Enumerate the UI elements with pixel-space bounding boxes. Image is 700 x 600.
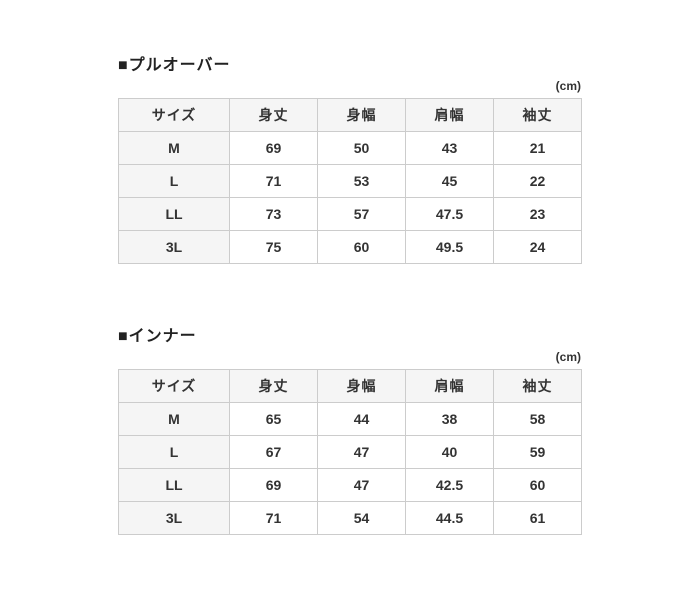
value-cell: 44.5: [405, 501, 494, 535]
value-cell: 22: [493, 164, 582, 198]
inner-unit-label: (cm): [555, 350, 581, 364]
value-cell: 45: [405, 164, 494, 198]
value-cell: 42.5: [405, 468, 494, 502]
table-row: LL 69 47 42.5 60: [118, 468, 582, 502]
value-cell: 47.5: [405, 197, 494, 231]
value-cell: 69: [229, 468, 318, 502]
value-cell: 65: [229, 402, 318, 436]
size-cell: LL: [118, 468, 230, 502]
size-cell: L: [118, 164, 230, 198]
value-cell: 75: [229, 230, 318, 264]
value-cell: 59: [493, 435, 582, 469]
value-cell: 54: [317, 501, 406, 535]
table-row: LL 73 57 47.5 23: [118, 197, 582, 231]
column-header-size: サイズ: [118, 369, 230, 403]
value-cell: 47: [317, 435, 406, 469]
value-cell: 40: [405, 435, 494, 469]
column-header-body-length: 身丈: [229, 98, 318, 132]
size-cell: LL: [118, 197, 230, 231]
table-row: M 65 44 38 58: [118, 402, 582, 436]
pullover-size-section: ■プルオーバー (cm) サイズ 身丈 身幅 肩幅 袖丈 M 69 50: [118, 56, 582, 264]
column-header-body-length: 身丈: [229, 369, 318, 403]
header-row: サイズ 身丈 身幅 肩幅 袖丈: [118, 369, 582, 403]
value-cell: 71: [229, 164, 318, 198]
value-cell: 67: [229, 435, 318, 469]
value-cell: 57: [317, 197, 406, 231]
column-header-shoulder-width: 肩幅: [405, 369, 494, 403]
value-cell: 73: [229, 197, 318, 231]
size-cell: M: [118, 131, 230, 165]
pullover-unit-label: (cm): [555, 79, 581, 93]
value-cell: 44: [317, 402, 406, 436]
column-header-body-width: 身幅: [317, 98, 406, 132]
table-row: L 67 47 40 59: [118, 435, 582, 469]
table-row: 3L 75 60 49.5 24: [118, 230, 582, 264]
inner-section-title: ■インナー: [118, 328, 197, 345]
table-row: M 69 50 43 21: [118, 131, 582, 165]
size-cell: L: [118, 435, 230, 469]
value-cell: 21: [493, 131, 582, 165]
column-header-size: サイズ: [118, 98, 230, 132]
value-cell: 69: [229, 131, 318, 165]
header-row: サイズ 身丈 身幅 肩幅 袖丈: [118, 98, 582, 132]
size-cell: 3L: [118, 501, 230, 535]
column-header-shoulder-width: 肩幅: [405, 98, 494, 132]
pullover-size-table: サイズ 身丈 身幅 肩幅 袖丈 M 69 50 43 21 L 71: [118, 98, 582, 264]
value-cell: 23: [493, 197, 582, 231]
value-cell: 50: [317, 131, 406, 165]
column-header-body-width: 身幅: [317, 369, 406, 403]
value-cell: 38: [405, 402, 494, 436]
size-cell: M: [118, 402, 230, 436]
table-row: 3L 71 54 44.5 61: [118, 501, 582, 535]
value-cell: 49.5: [405, 230, 494, 264]
table-row: L 71 53 45 22: [118, 164, 582, 198]
inner-size-table: サイズ 身丈 身幅 肩幅 袖丈 M 65 44 38 58 L 67: [118, 369, 582, 535]
value-cell: 60: [317, 230, 406, 264]
inner-size-section: ■インナー (cm) サイズ 身丈 身幅 肩幅 袖丈 M 65 44: [118, 327, 582, 535]
size-cell: 3L: [118, 230, 230, 264]
value-cell: 71: [229, 501, 318, 535]
value-cell: 60: [493, 468, 582, 502]
column-header-sleeve-length: 袖丈: [493, 369, 582, 403]
value-cell: 47: [317, 468, 406, 502]
value-cell: 58: [493, 402, 582, 436]
value-cell: 61: [493, 501, 582, 535]
value-cell: 24: [493, 230, 582, 264]
value-cell: 53: [317, 164, 406, 198]
size-chart-content: ■プルオーバー (cm) サイズ 身丈 身幅 肩幅 袖丈 M 69 50: [118, 0, 582, 535]
column-header-sleeve-length: 袖丈: [493, 98, 582, 132]
value-cell: 43: [405, 131, 494, 165]
pullover-section-title: ■プルオーバー: [118, 57, 231, 74]
